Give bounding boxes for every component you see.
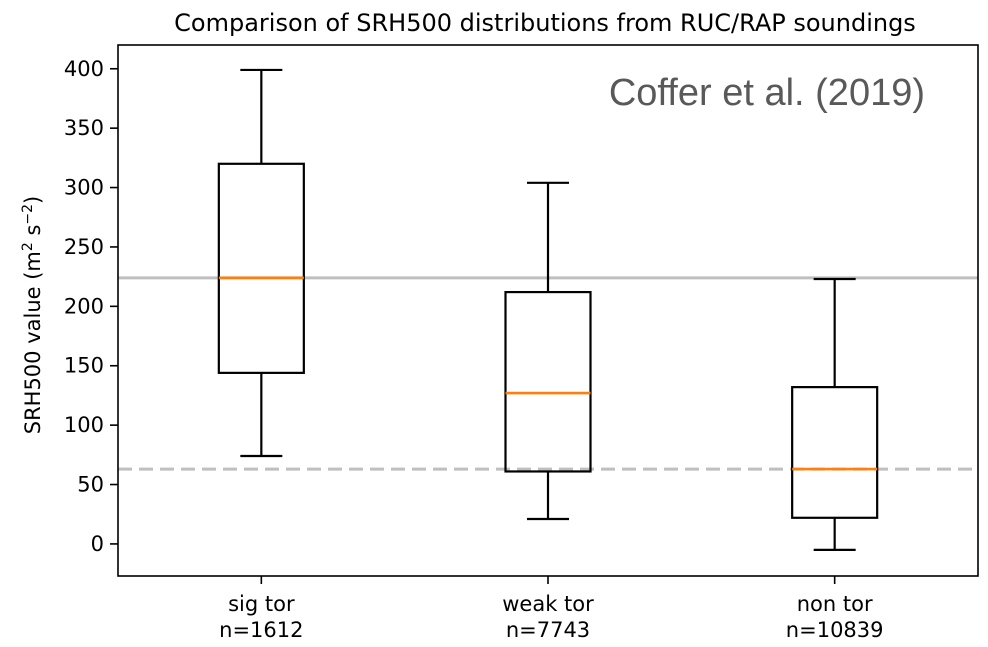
y-tick-label: 150 <box>64 354 104 378</box>
box-weak-tor <box>504 181 592 521</box>
y-tick-label: 200 <box>64 294 104 318</box>
y-tick-label: 300 <box>64 176 104 200</box>
y-tick-label: 350 <box>64 116 104 140</box>
box-sig-tor <box>217 68 305 458</box>
iqr-box <box>504 290 592 473</box>
y-axis-label-end: ) <box>21 196 45 204</box>
y-axis-label: SRH500 value (m2 s−2) <box>20 196 45 435</box>
x-tick-count-label: n=1612 <box>219 618 303 642</box>
iqr-box <box>791 386 879 519</box>
y-tick-label: 50 <box>77 473 104 497</box>
box-non-tor <box>791 277 879 551</box>
y-tick-label: 250 <box>64 235 104 259</box>
source-annotation: Coffer et al. (2019) <box>609 72 925 114</box>
y-axis-label-sup2: −2 <box>20 204 36 225</box>
iqr-box <box>217 162 305 374</box>
x-tick-label: weak tor <box>502 592 594 616</box>
y-axis-label-main: SRH500 value (m <box>21 251 45 434</box>
x-tick-label: non tor <box>797 592 873 616</box>
box-plots <box>217 68 879 551</box>
x-tick-count-label: n=7743 <box>506 618 590 642</box>
y-tick-label: 400 <box>64 57 104 81</box>
chart-title: Comparison of SRH500 distributions from … <box>174 9 916 37</box>
y-axis-label-mid: s <box>21 225 45 243</box>
y-axis-ticks: 0 50 100 150 200 250 300 350 400 <box>64 57 118 556</box>
y-tick-label: 0 <box>91 532 104 556</box>
x-tick-label: sig tor <box>228 592 295 616</box>
x-tick-count-label: n=10839 <box>786 618 884 642</box>
y-tick-label: 100 <box>64 413 104 437</box>
y-axis-label-sup1: 2 <box>20 242 36 251</box>
